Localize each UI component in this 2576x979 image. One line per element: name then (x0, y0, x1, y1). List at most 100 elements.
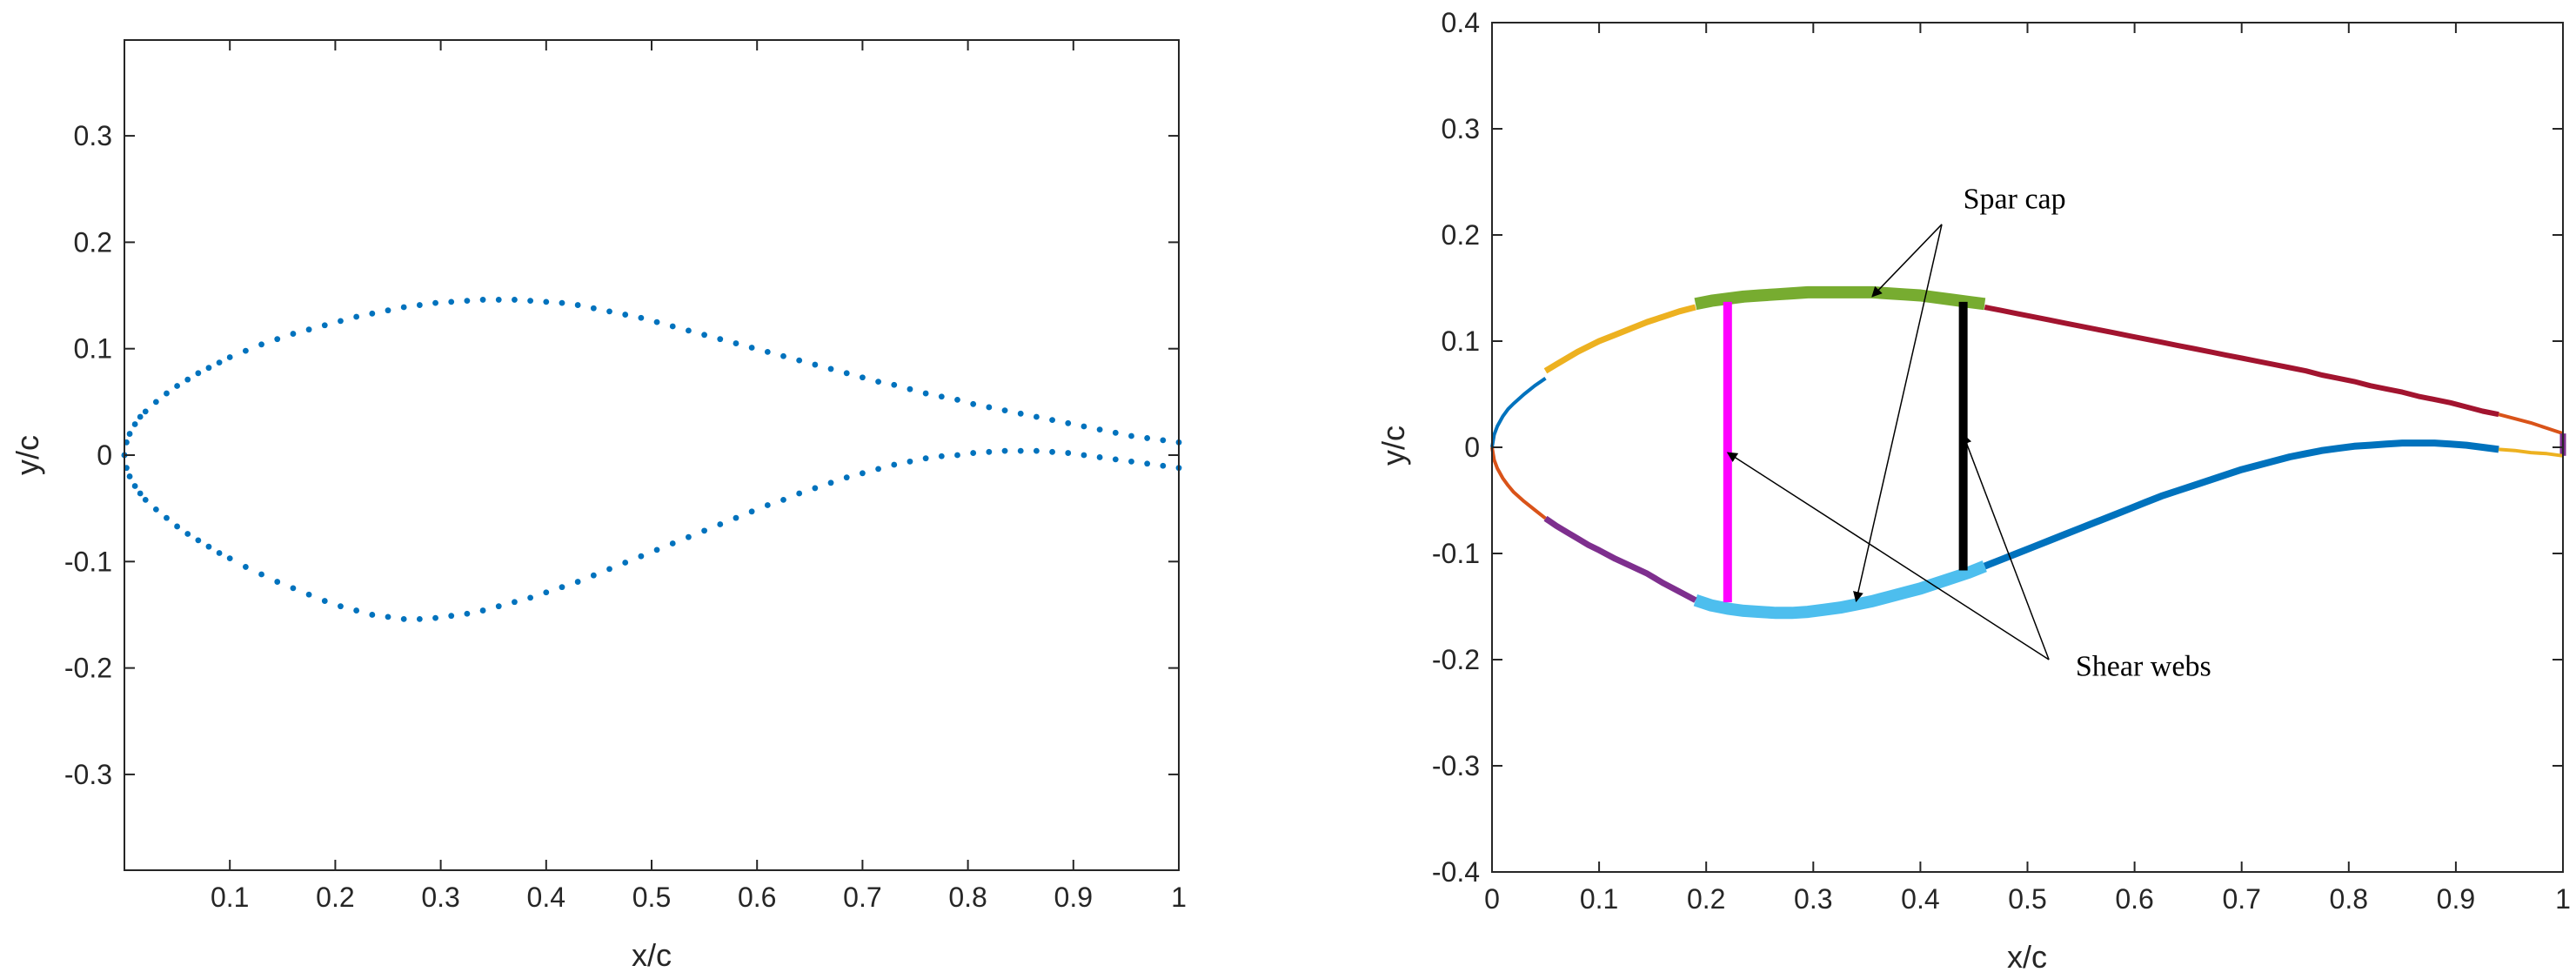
lower-surface-point (1096, 454, 1103, 460)
upper-surface-point (891, 381, 898, 388)
right-axes-box (1491, 22, 2564, 873)
shear-webs-label: Shear webs (2076, 650, 2211, 682)
lower-surface-point (1112, 456, 1119, 463)
left-y-tick-label: 0 (97, 439, 112, 471)
left-axes-box (124, 39, 1180, 871)
upper-surface-point (669, 323, 676, 330)
upper-surface-point (142, 408, 149, 415)
upper-surface-point (954, 397, 960, 403)
right-x-tick-label: 0 (1484, 883, 1500, 915)
right-x-tick-label: 0.7 (2222, 883, 2260, 915)
lower-surface-point (559, 584, 565, 591)
right-x-tick-label: 0.1 (1580, 883, 1618, 915)
lower-surface-point (780, 496, 786, 503)
layup-segment-3 (1984, 305, 2499, 418)
right-y-tick-label: -0.4 (1432, 856, 1480, 888)
lower-surface-point (432, 614, 438, 621)
left-x-tick-label: 0.5 (632, 882, 671, 913)
layup-segment-4 (2498, 412, 2564, 435)
upper-surface-point (495, 297, 502, 303)
lower-surface-point (205, 543, 212, 550)
lower-surface-point (764, 502, 771, 508)
upper-surface-point (1065, 419, 1072, 426)
right-y-tick-label: -0.3 (1432, 750, 1480, 781)
airfoil-points-chart: 0.1 0.2 0.3 0.4 0.5 0.6 0.7 0.8 0.9 1 -0.3 -0.2 -0.1… (10, 39, 1187, 973)
upper-surface-point (400, 304, 407, 311)
upper-surface-point (986, 404, 993, 411)
lower-surface-point (717, 521, 724, 527)
upper-surface-point (274, 336, 281, 343)
upper-surface-point (1112, 429, 1119, 436)
left-y-tick-label: 0.1 (74, 333, 112, 365)
lower-surface-point (142, 496, 149, 503)
upper-surface-point (479, 297, 486, 303)
spar-cap-label: Spar cap (1964, 184, 2066, 216)
upper-surface-point (527, 298, 534, 305)
lower-surface-point (922, 455, 929, 462)
lower-surface-point (622, 560, 629, 566)
upper-surface-point (559, 299, 565, 306)
upper-surface-point (907, 386, 913, 392)
airfoil-layup-chart: 0 0.1 0.2 0.3 0.4 0.5 0.6 0.7 0.8 0.9 1 -0.4 -0.3 -0.… (1375, 7, 2571, 975)
layup-segment-8 (1693, 560, 1987, 620)
right-x-axis-label: x/c (2007, 939, 2047, 975)
left-y-tick-label: -0.1 (64, 546, 112, 577)
lower-surface-point (875, 466, 881, 473)
upper-surface-point (126, 431, 133, 437)
upper-surface-point (1049, 417, 1055, 424)
upper-surface-point (305, 326, 312, 333)
lower-surface-point (606, 566, 612, 573)
lower-surface-point (338, 603, 344, 610)
left-x-tick-label: 0.8 (948, 882, 987, 913)
upper-surface-point (174, 383, 181, 389)
upper-surface-point (875, 379, 881, 386)
upper-surface-point (701, 332, 707, 339)
upper-surface-point (290, 331, 297, 337)
upper-surface-point (369, 310, 376, 317)
upper-surface-point (1160, 437, 1167, 444)
lower-surface-point (733, 514, 739, 521)
spar-cap-arrow (1871, 224, 1943, 298)
lower-surface-point (448, 613, 455, 620)
layup-segment-1 (1543, 304, 1696, 374)
right-y-tick-label: 0.2 (1442, 219, 1480, 251)
upper-surface-point (205, 365, 212, 372)
shear-web-lines (1723, 301, 1968, 603)
lower-surface-point (843, 474, 850, 481)
upper-surface-point (796, 357, 803, 364)
upper-surface-point (590, 305, 597, 312)
layup-segment-0 (1490, 377, 1547, 448)
upper-surface-point (1001, 407, 1008, 414)
lower-surface-point (1017, 447, 1024, 454)
lower-surface-point (242, 564, 249, 570)
upper-surface-point (321, 322, 328, 329)
lower-surface-point (305, 591, 312, 598)
lower-surface-point (669, 540, 676, 546)
lower-surface-point (891, 461, 898, 468)
lower-surface-point (954, 452, 960, 459)
left-ticks: 0.1 0.2 0.3 0.4 0.5 0.6 0.7 0.8 0.9 1 -0.3 -0.2 -0.1… (64, 40, 1187, 913)
lower-surface-point (1128, 458, 1134, 465)
lower-surface-point (1033, 447, 1040, 454)
upper-surface-point (543, 298, 550, 305)
right-x-tick-label: 0.2 (1687, 883, 1725, 915)
left-y-axis-label: y/c (10, 435, 45, 475)
lower-surface-point (258, 571, 264, 578)
upper-surface-point (184, 376, 191, 383)
spar-cap-arrow (1853, 224, 1943, 603)
upper-surface-point (353, 313, 360, 320)
lower-surface-point (1160, 462, 1167, 469)
layup-segment-10 (1490, 446, 1547, 520)
upper-surface-point (242, 347, 249, 354)
lower-surface-point (907, 458, 913, 465)
right-x-tick-label: 0.4 (1901, 883, 1939, 915)
lower-surface-point (1049, 448, 1055, 455)
upper-surface-point (226, 354, 233, 360)
lower-surface-point (590, 572, 597, 579)
upper-surface-point (843, 370, 850, 377)
upper-surface-point (827, 365, 834, 372)
lower-surface-point (827, 479, 834, 486)
upper-surface-point (970, 400, 977, 407)
right-x-tick-label: 0.9 (2437, 883, 2475, 915)
